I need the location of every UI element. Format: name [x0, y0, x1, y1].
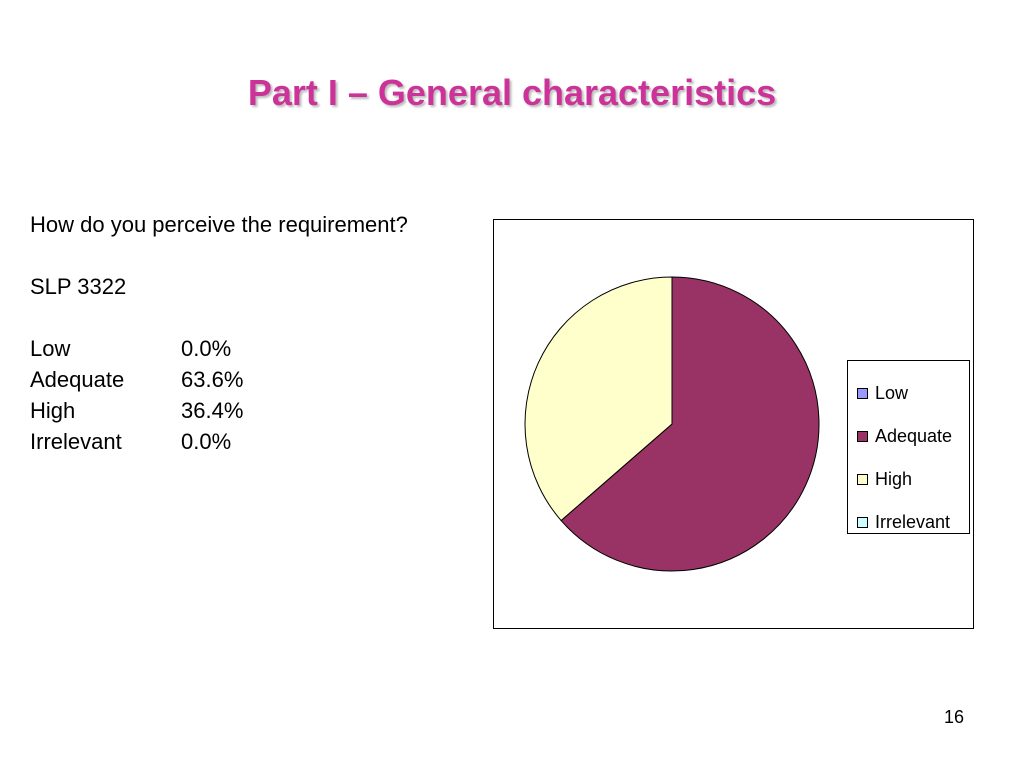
chart-legend: Low Adequate High Irrelevant: [847, 360, 970, 534]
result-label: Adequate: [30, 367, 125, 392]
result-value: 0.0%: [181, 429, 232, 454]
legend-label: High: [875, 469, 913, 489]
legend-label: Irrelevant: [875, 512, 951, 532]
legend-item-high: High: [848, 458, 969, 501]
legend-item-adequate: Adequate: [848, 415, 969, 458]
result-label: Irrelevant: [30, 429, 122, 454]
legend-item-low: Low: [848, 372, 969, 415]
result-row-high: High 36.4%: [30, 395, 408, 426]
legend-swatch-low: [857, 388, 868, 399]
result-label: High: [30, 398, 76, 423]
result-label: Low: [30, 336, 71, 361]
legend-label: Low: [875, 383, 909, 403]
legend-label: Adequate: [875, 426, 953, 446]
result-value: 63.6%: [181, 367, 244, 392]
pie-chart: [524, 276, 820, 572]
course-code: SLP 3322: [30, 274, 127, 299]
pie-slice-adequate: [560, 276, 820, 572]
slide-title: Part I – General characteristics: [247, 72, 777, 113]
result-row-adequate: Adequate 63.6%: [30, 364, 408, 395]
result-value: 0.0%: [181, 336, 232, 361]
pie-chart-frame: Low Adequate High Irrelevant: [493, 219, 974, 629]
result-value: 36.4%: [181, 398, 244, 423]
result-row-irrelevant: Irrelevant 0.0%: [30, 426, 408, 457]
legend-swatch-irrelevant: [857, 517, 868, 528]
page-number: 16: [943, 707, 964, 727]
legend-item-irrelevant: Irrelevant: [848, 501, 969, 544]
result-row-low: Low 0.0%: [30, 333, 408, 364]
pie-slice-high: [524, 276, 673, 522]
question-text: How do you perceive the requirement?: [30, 212, 408, 237]
results-text-block: How do you perceive the requirement? SLP…: [30, 209, 408, 457]
legend-swatch-adequate: [857, 431, 868, 442]
legend-swatch-high: [857, 474, 868, 485]
